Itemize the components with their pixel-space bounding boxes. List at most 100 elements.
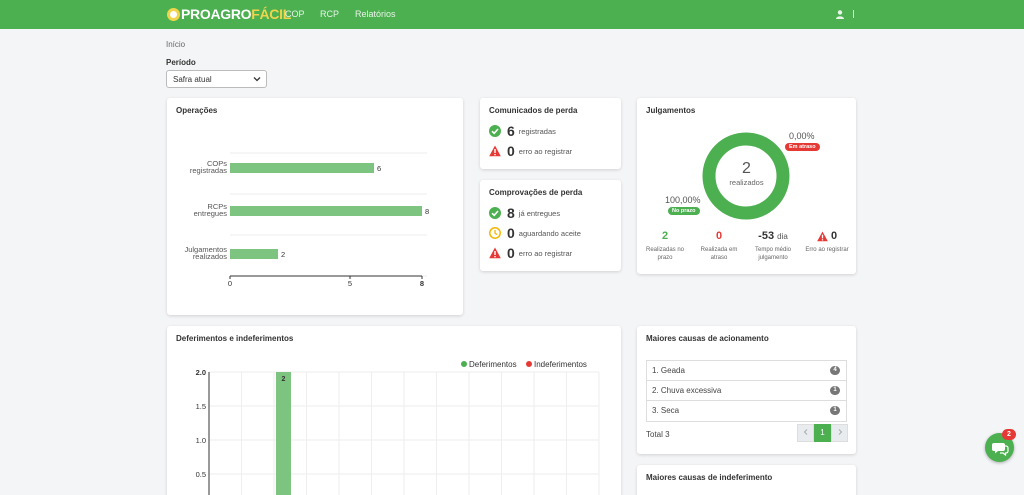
x-tick-label: 0 bbox=[228, 279, 232, 288]
pagination-page-button[interactable]: 1 bbox=[814, 424, 831, 442]
julgamentos-card: Julgamentos 2 realizados 0,00% Em atraso… bbox=[637, 98, 856, 274]
deferimentos-title: Deferimentos e indeferimentos bbox=[176, 334, 294, 343]
causa-count-badge: 1 bbox=[830, 386, 840, 395]
julgamentos-donut bbox=[702, 132, 790, 220]
logo-mark-icon bbox=[167, 7, 180, 21]
comprovacoes-title: Comprovações de perda bbox=[489, 188, 583, 197]
pagination: 1 bbox=[797, 424, 848, 442]
list-item[interactable]: 2. Chuva excessiva 1 bbox=[647, 381, 846, 401]
chevron-right-icon bbox=[838, 429, 842, 435]
category-label: entregues bbox=[194, 209, 228, 218]
category-label: registradas bbox=[190, 166, 227, 175]
check-circle-icon bbox=[489, 125, 501, 137]
nav-item-cop[interactable]: COP bbox=[285, 9, 305, 19]
legend-label: Deferimentos bbox=[469, 360, 517, 369]
operacoes-card: Operações 0 5 8 6 COPs registradas 8 RCPs entreg… bbox=[167, 98, 463, 315]
operacoes-title: Operações bbox=[176, 106, 218, 115]
comunicados-title: Comunicados de perda bbox=[489, 106, 578, 115]
stat-tempo-medio-unit: dia bbox=[777, 232, 788, 241]
causa-label: 3. Seca bbox=[652, 406, 680, 415]
julgamentos-title: Julgamentos bbox=[646, 106, 696, 115]
warning-icon bbox=[817, 230, 828, 241]
comunicados-erro-count: 0 bbox=[507, 143, 515, 159]
comprovacoes-card: Comprovações de perda 8 já entregues 0 a… bbox=[480, 180, 621, 271]
category-label: realizados bbox=[193, 252, 227, 261]
causas-list: 1. Geada 4 2. Chuva excessiva 1 3. Seca … bbox=[646, 360, 847, 422]
comunicados-erro-label: erro ao registrar bbox=[518, 146, 573, 156]
comprovacoes-aguardando-label: aguardando aceite bbox=[518, 228, 581, 238]
nav-item-relatorios[interactable]: Relatórios bbox=[355, 9, 396, 19]
category-label: Julgamentos bbox=[184, 245, 227, 254]
nav-divider bbox=[853, 10, 854, 18]
stat-realizada-em-atraso-label: Realizada em atraso bbox=[700, 247, 738, 261]
donut-on-time-segment bbox=[702, 132, 790, 220]
user-icon[interactable] bbox=[836, 10, 844, 19]
comprovacoes-aguardando-row: 0 aguardando aceite bbox=[489, 225, 581, 241]
pagination-prev-button[interactable] bbox=[797, 424, 814, 442]
stat-realizadas-no-prazo: 2 Realizadas no prazo bbox=[639, 230, 691, 262]
category-label: RCPs bbox=[207, 202, 227, 211]
stat-tempo-medio-label: Tempo médio julgamento bbox=[754, 247, 792, 261]
comprovacoes-erro-count: 0 bbox=[507, 245, 515, 261]
causas-card: Maiores causas de acionamento 1. Geada 4… bbox=[637, 326, 856, 454]
nav-item-rcp[interactable]: RCP bbox=[320, 9, 340, 19]
chevron-left-icon bbox=[803, 429, 807, 435]
legend-label: Indeferimentos bbox=[534, 360, 587, 369]
julgamentos-center-label: realizados bbox=[729, 178, 764, 187]
bar-data-label: 8 bbox=[425, 207, 429, 216]
legend-marker bbox=[526, 361, 532, 367]
chat-icon bbox=[992, 443, 1009, 457]
bar bbox=[230, 249, 278, 259]
warning-icon bbox=[489, 247, 501, 259]
period-select[interactable]: Safra atual bbox=[166, 70, 267, 88]
on-time-percentage: 100,00% bbox=[665, 195, 701, 205]
late-percentage: 0,00% bbox=[789, 131, 815, 141]
stat-realizadas-no-prazo-value: 2 bbox=[661, 230, 669, 242]
causa-label: 1. Geada bbox=[652, 366, 685, 375]
comprovacoes-erro-label: erro ao registrar bbox=[518, 248, 573, 258]
list-item[interactable]: 3. Seca 1 bbox=[647, 401, 846, 421]
x-tick-label: 8 bbox=[420, 279, 424, 288]
x-tick-label: 5 bbox=[348, 279, 352, 288]
causa-count-badge: 1 bbox=[830, 406, 840, 415]
breadcrumb[interactable]: Início bbox=[166, 40, 186, 49]
y-tick-label: 1.5 bbox=[196, 402, 206, 411]
bar bbox=[230, 163, 374, 173]
comunicados-card: Comunicados de perda 6 registradas 0 err… bbox=[480, 98, 621, 169]
comunicados-erro-row: 0 erro ao registrar bbox=[489, 143, 572, 159]
comprovacoes-entregues-row: 8 já entregues bbox=[489, 205, 560, 221]
logo-text: PROAGROFÁCIL bbox=[181, 6, 291, 22]
legend-marker bbox=[461, 361, 467, 367]
stat-realizadas-no-prazo-label: Realizadas no prazo bbox=[645, 247, 685, 261]
category-label: COPs bbox=[207, 159, 227, 168]
bar-data-label: 6 bbox=[377, 164, 381, 173]
comunicados-registradas-row: 6 registradas bbox=[489, 123, 556, 139]
top-navbar: PROAGROFÁCIL COP RCP Relatórios bbox=[0, 0, 1024, 29]
bar bbox=[230, 206, 422, 216]
stat-erro-registrar: 0 Erro ao registrar bbox=[801, 230, 853, 254]
deferimentos-chart: 2.0 1.5 1.0 0.5 2 Deferimentos Indeferimentos bbox=[196, 360, 600, 495]
pagination-next-button[interactable] bbox=[831, 424, 848, 442]
warning-icon bbox=[489, 145, 501, 157]
stat-tempo-medio-value: -53 bbox=[758, 230, 775, 242]
comprovacoes-aguardando-count: 0 bbox=[507, 225, 515, 241]
causas-indeferimento-card: Maiores causas de indeferimento bbox=[637, 465, 856, 495]
on-time-pill: No prazo bbox=[668, 207, 700, 215]
comprovacoes-entregues-count: 8 bbox=[507, 205, 515, 221]
late-pill: Em atraso bbox=[785, 143, 820, 151]
stat-realizada-em-atraso: 0 Realizada em atraso bbox=[693, 230, 745, 262]
stat-tempo-medio: -53 dia Tempo médio julgamento bbox=[747, 230, 799, 262]
list-item[interactable]: 1. Geada 4 bbox=[647, 361, 846, 381]
brand-logo[interactable]: PROAGROFÁCIL bbox=[167, 6, 291, 22]
comunicados-registradas-label: registradas bbox=[518, 126, 556, 136]
chat-notification-badge: 2 bbox=[1002, 429, 1016, 440]
bar-data-label: 2 bbox=[282, 376, 286, 383]
stat-erro-registrar-label: Erro ao registrar bbox=[805, 247, 849, 253]
bar bbox=[276, 372, 291, 495]
period-label: Período bbox=[166, 58, 196, 67]
causa-count-badge: 4 bbox=[830, 366, 840, 375]
check-circle-icon bbox=[489, 207, 501, 219]
causas-indeferimento-title: Maiores causas de indeferimento bbox=[646, 473, 773, 482]
julgamentos-center-value: 2 bbox=[742, 160, 751, 177]
